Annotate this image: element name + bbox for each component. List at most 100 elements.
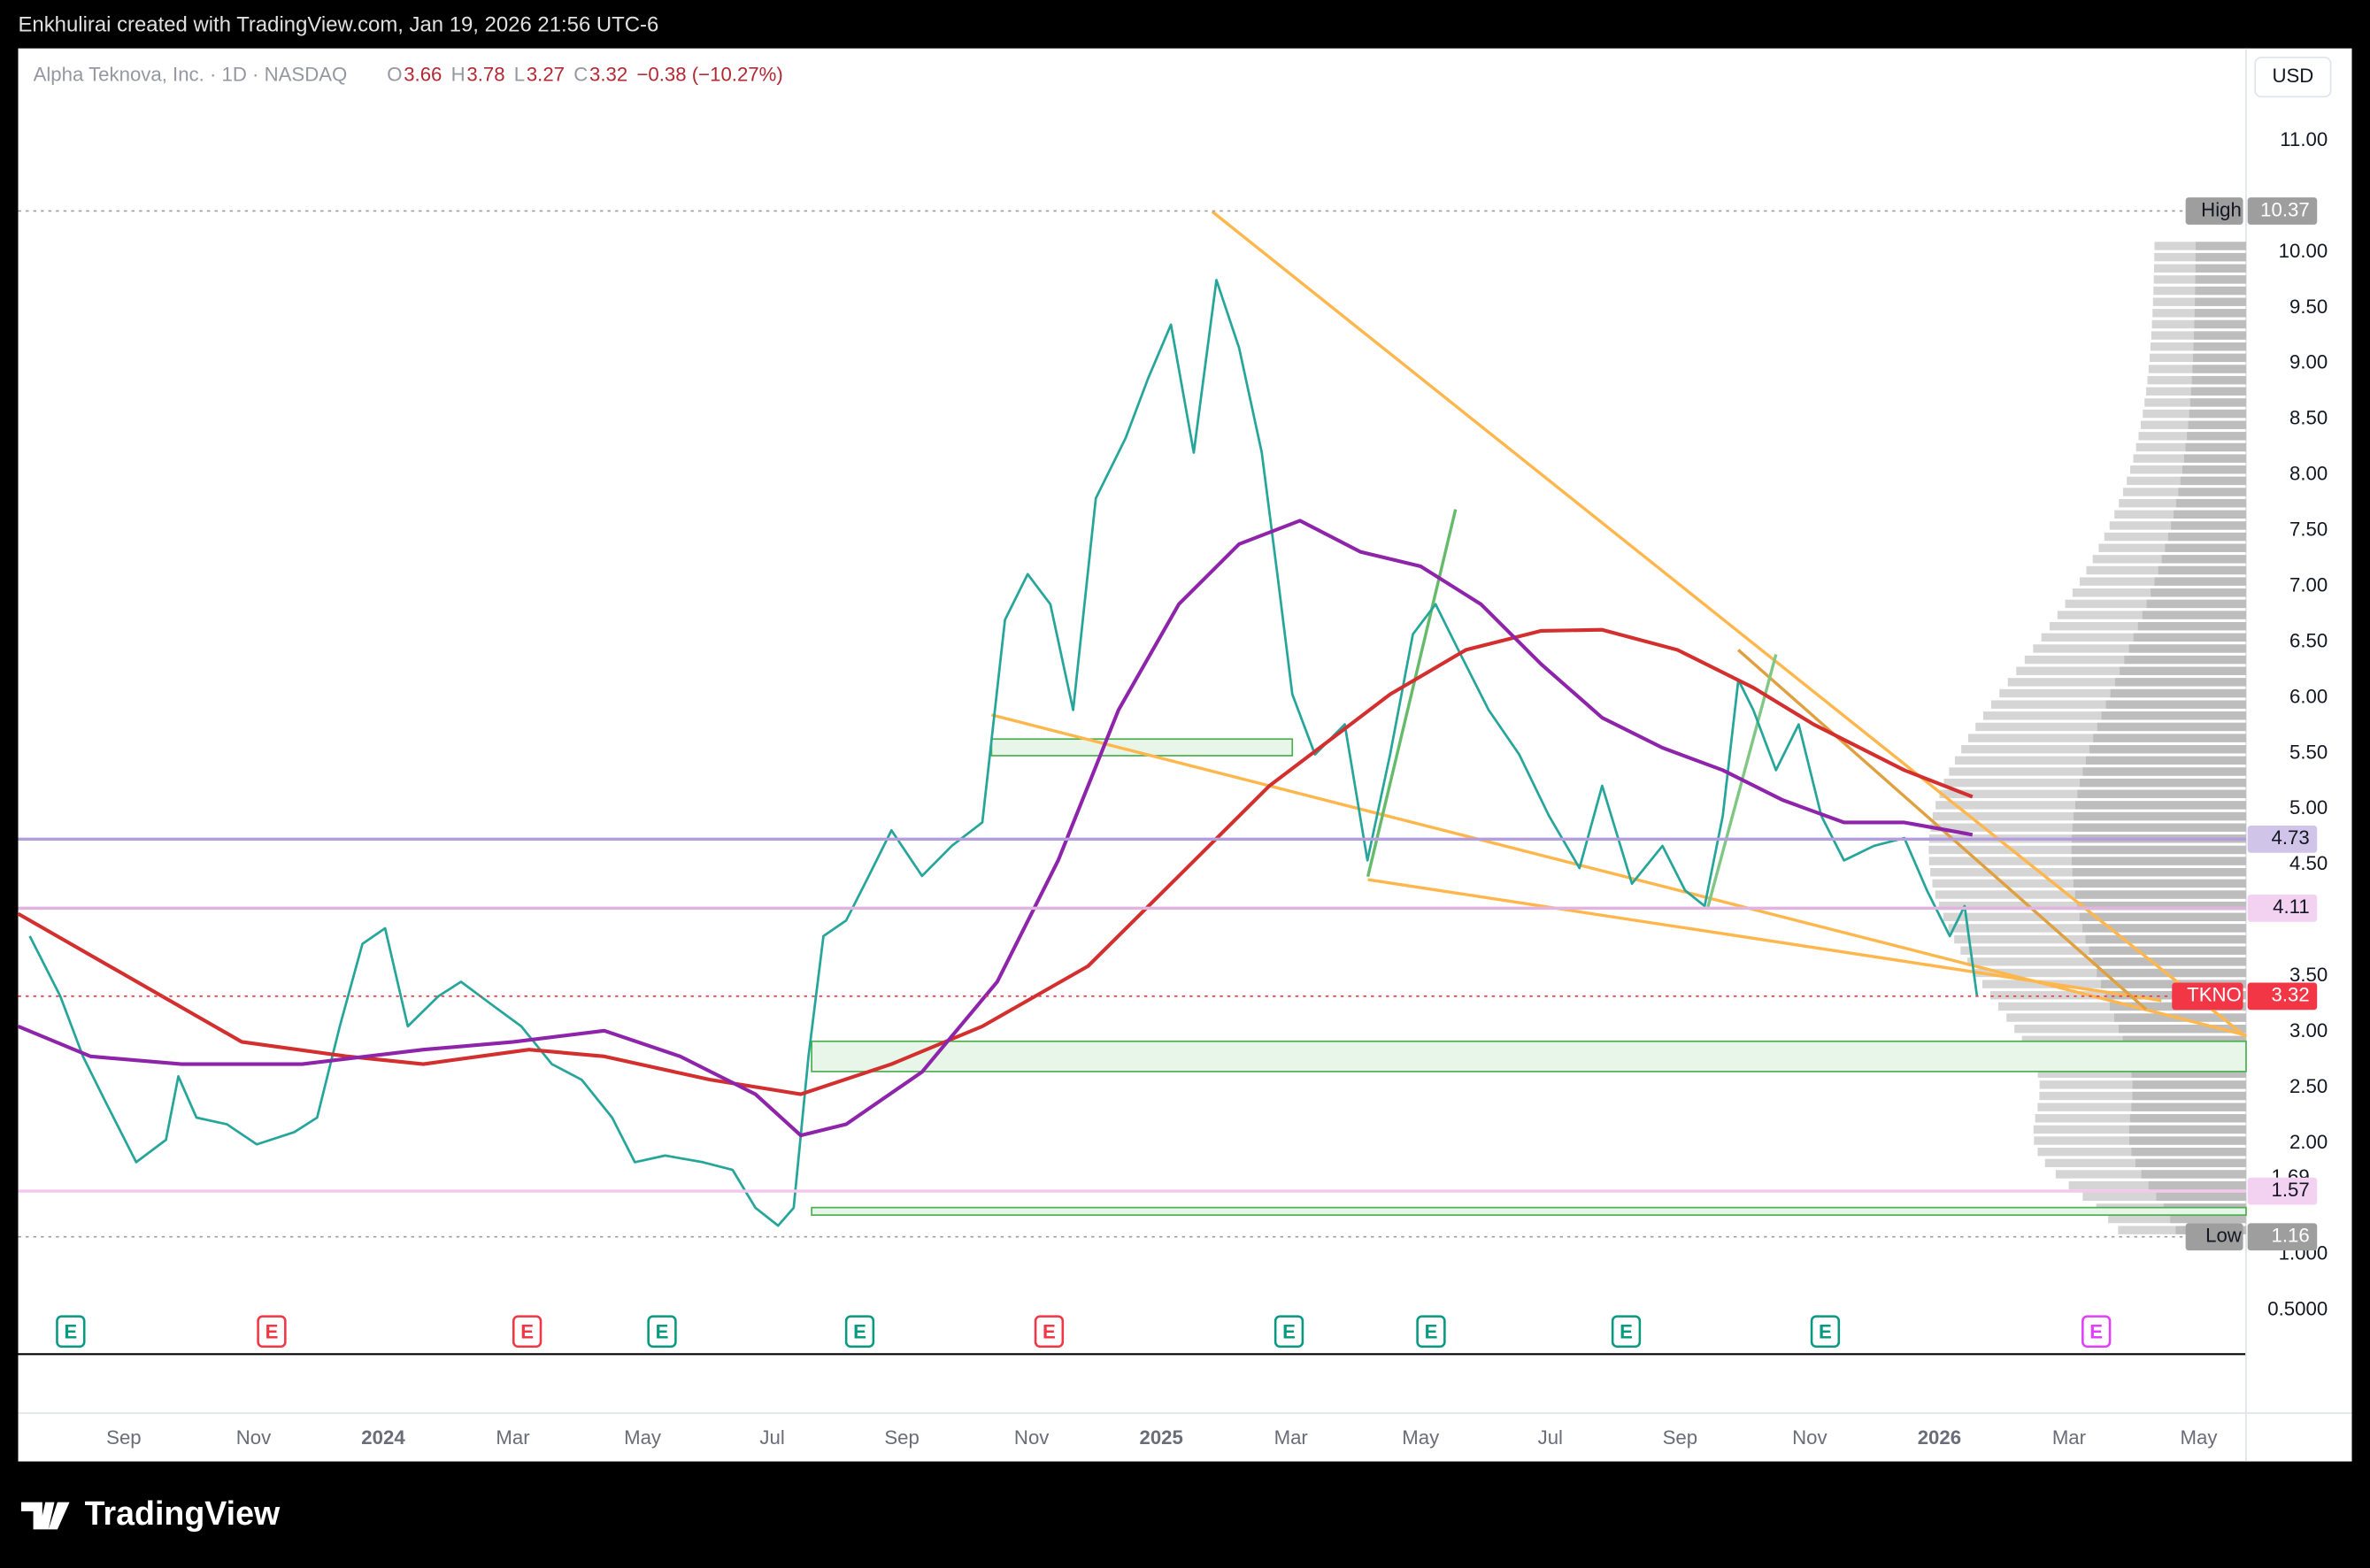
profile-bar <box>2175 498 2246 508</box>
price-badge-value: 4.11 <box>2273 895 2310 918</box>
profile-bar <box>2124 655 2246 665</box>
profile-bar <box>2131 1103 2246 1111</box>
x-tick-label: 2024 <box>361 1426 405 1449</box>
profile-bar <box>2183 454 2246 463</box>
profile-bar <box>2190 387 2246 396</box>
price-badge <box>2247 1223 2318 1251</box>
y-tick-label: 3.00 <box>2289 1019 2328 1041</box>
profile-bar <box>2089 745 2246 754</box>
earnings-marker <box>844 1315 875 1349</box>
profile-bar <box>2192 365 2246 373</box>
profile-bar <box>2079 912 2246 921</box>
profile-bar <box>2128 644 2246 653</box>
profile-bar <box>2129 1114 2246 1123</box>
trendline <box>1366 509 1458 878</box>
profile-bar <box>2165 543 2246 552</box>
price-badge <box>2247 982 2318 1011</box>
profile-bar <box>2194 331 2246 340</box>
x-tick-label: Nov <box>1014 1426 1050 1449</box>
ohlc-letter: O <box>387 63 402 85</box>
profile-bar <box>2158 565 2246 575</box>
profile-bar <box>2135 1158 2246 1168</box>
earnings-marker <box>1810 1315 1841 1349</box>
profile-bar <box>2074 890 2246 899</box>
price-badge-value: 10.37 <box>2260 198 2310 220</box>
profile-bar <box>2171 521 2246 530</box>
profile-bar <box>2170 1214 2246 1224</box>
x-tick-label: May <box>2181 1426 2219 1449</box>
profile-bar <box>2097 722 2246 732</box>
earnings-marker <box>1611 1315 1642 1349</box>
earnings-label: E <box>265 1320 279 1342</box>
profile-bar <box>2081 924 2246 933</box>
profile-bar <box>2089 946 2246 955</box>
x-tick-label: 2026 <box>1918 1426 1961 1449</box>
footer-logo: TradingView <box>20 1495 281 1532</box>
price-badge-value: 1.16 <box>2271 1225 2309 1247</box>
x-tick-label: Sep <box>1663 1426 1697 1449</box>
x-tick-label: Mar <box>2052 1426 2087 1449</box>
symbol-title: Alpha Teknova, Inc. · 1D · NASDAQ <box>34 63 348 85</box>
profile-bar <box>2181 465 2246 474</box>
profile-bar <box>2151 588 2246 597</box>
profile-bar <box>2189 398 2246 407</box>
x-tick-label: Mar <box>1274 1426 1309 1449</box>
profile-bar <box>2195 297 2246 306</box>
logo-mark <box>20 1502 70 1530</box>
currency[interactable]: USD <box>2272 65 2313 87</box>
y-tick-label: 9.50 <box>2289 296 2328 318</box>
earnings-label: E <box>1282 1320 1296 1342</box>
profile-bar <box>2154 577 2246 586</box>
earnings-label: E <box>656 1320 669 1342</box>
profile-bar <box>2180 476 2246 486</box>
price-badge-label: Low <box>2205 1225 2243 1247</box>
profile-bar <box>2077 901 2246 911</box>
profile-bar <box>2193 353 2246 363</box>
y-tick-label: 4.50 <box>2289 852 2328 874</box>
y-tick-label: 6.00 <box>2289 685 2328 707</box>
profile-bar <box>2187 432 2246 441</box>
earnings-marker <box>257 1315 287 1349</box>
ohlc-letter: L <box>514 63 525 85</box>
price-badge-label-bg <box>2185 197 2243 225</box>
profile-bar <box>2072 823 2246 832</box>
y-tick-label: 3.50 <box>2289 964 2328 986</box>
profile-bar <box>2148 1180 2246 1190</box>
earnings-label: E <box>853 1320 866 1342</box>
price-badge <box>2247 825 2318 853</box>
earnings-marker <box>647 1315 677 1349</box>
profile-bar <box>2129 1136 2246 1145</box>
profile-bar <box>2085 934 2246 944</box>
x-tick-label: 2025 <box>1140 1426 1183 1449</box>
earnings-marker <box>1273 1315 1304 1349</box>
profile-bar <box>2120 666 2246 675</box>
profile-bar <box>2141 1170 2246 1179</box>
profile-bar <box>2193 342 2246 351</box>
profile-bar <box>2077 789 2246 798</box>
y-tick-label: 0.5000 <box>2267 1298 2328 1320</box>
legend: Alpha Teknova, Inc. · 1D · NASDAQ O 3.66 H… <box>34 63 783 85</box>
y-tick-label: 2.00 <box>2289 1131 2328 1153</box>
profile-bar <box>2101 711 2246 720</box>
price-badge-label: High <box>2201 198 2242 220</box>
y-tick-label: 5.50 <box>2289 741 2328 763</box>
volume-profile <box>1928 242 2246 1234</box>
ohlc-value: 3.32 <box>589 63 627 85</box>
profile-bar <box>2131 1069 2246 1078</box>
trendline <box>1367 878 2162 1003</box>
profile-bar <box>2110 688 2246 698</box>
profile-bar <box>2071 845 2246 855</box>
price-badge <box>2247 1177 2318 1205</box>
profile-bar <box>2071 857 2246 865</box>
profile-bar <box>2132 1080 2246 1089</box>
profile-bar <box>2122 1035 2246 1045</box>
profile-bar <box>2128 1125 2246 1134</box>
earnings-label: E <box>1043 1320 1056 1342</box>
currency-button[interactable] <box>2254 57 2332 98</box>
profile-bar <box>2178 488 2246 496</box>
ohlc-value: 3.27 <box>527 63 565 85</box>
x-tick-label: Jul <box>1538 1426 1563 1449</box>
profile-bar <box>2132 1091 2246 1101</box>
